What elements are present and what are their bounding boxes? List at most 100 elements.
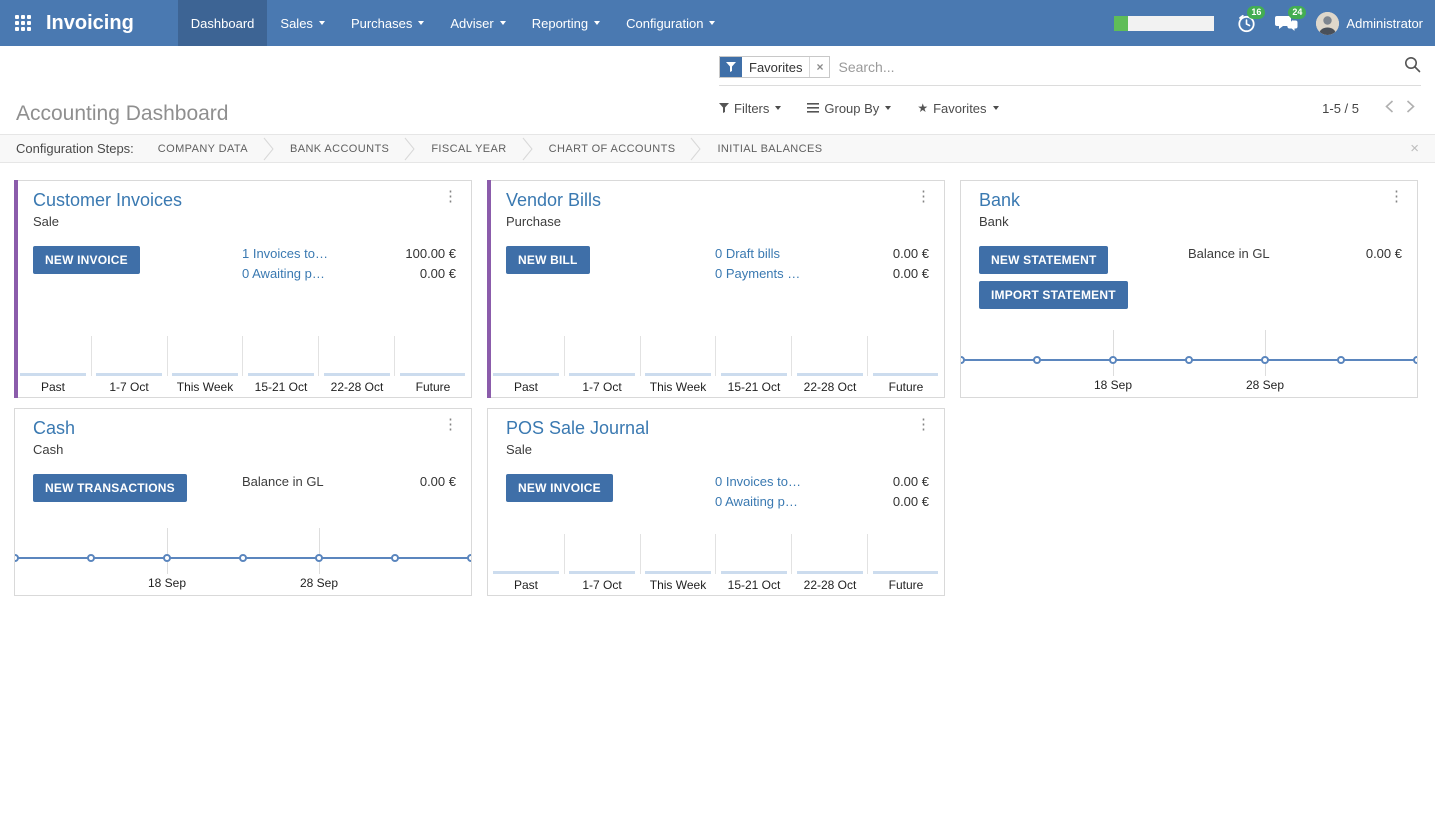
favorites-button[interactable]: ★ Favorites [917,100,999,116]
nav-item-adviser[interactable]: Adviser [437,0,518,46]
favorites-button-label: Favorites [933,100,987,116]
pager-next-button[interactable] [1400,98,1421,118]
card-title[interactable]: Vendor Bills [506,190,602,210]
card-subtitle: Bank [979,214,1009,229]
journal-bar-chart: Past 1-7 Oct This Week 15-21 Oct 22-28 Oct… [488,534,944,595]
card-title[interactable]: Bank [979,190,1021,210]
chart-x-axis-labels: 18 Sep 28 Sep [1093,378,1285,392]
nav-item-label: Sales [280,15,313,31]
systray: 16 24 Administrator [1114,0,1435,46]
chevron-down-icon [418,21,425,25]
journal-amount: 0.00 € [892,474,929,489]
nav-item-sales[interactable]: Sales [267,0,338,46]
card-title[interactable]: Cash [33,418,76,438]
search-input[interactable] [838,59,1398,75]
config-step-initial-balances[interactable]: INITIAL BALANCES [717,142,823,155]
chart-x-axis-labels: Past 1-7 Oct This Week 15-21 Oct 22-28 Oct… [513,577,924,592]
chevron-down-icon [709,21,716,25]
new-transactions-button[interactable]: NEW TRANSACTIONS [33,474,187,502]
chart-x-axis-labels: Past 1-7 Oct This Week 15-21 Oct 22-28 Oct… [513,379,924,394]
card-title[interactable]: Customer Invoices [33,190,183,210]
group-by-lines-icon [807,103,820,113]
accounting-dashboard-grid: ⋮ Customer Invoices Sale NEW INVOICE 1 I… [0,163,1435,596]
search-facet-favorites[interactable]: Favorites × [719,56,831,78]
search-bar: Favorites × [719,56,1421,86]
kebab-menu-icon[interactable]: ⋮ [916,416,931,433]
group-by-button[interactable]: Group By [807,100,892,116]
config-step-bank-accounts[interactable]: BANK ACCOUNTS [289,142,390,155]
group-by-button-label: Group By [824,100,880,116]
kebab-menu-icon[interactable]: ⋮ [443,416,458,433]
pager-value[interactable]: 1-5 / 5 [1322,100,1359,116]
journal-amount: 0.00 € [892,266,929,281]
control-panel: Accounting Dashboard Favorites × [0,46,1435,134]
journal-row: Balance in GL 0.00 € [1188,246,1402,261]
star-icon: ★ [917,101,929,115]
user-menu-button[interactable]: Administrator [1316,11,1423,35]
accent-stripe [14,180,18,398]
config-step-company-data[interactable]: COMPANY DATA [157,142,248,155]
card-title[interactable]: POS Sale Journal [506,418,650,438]
page-title: Accounting Dashboard [16,102,229,125]
nav-item-purchases[interactable]: Purchases [338,0,437,46]
planner-progress-bar[interactable] [1114,15,1215,31]
configuration-steps-bar: Configuration Steps: COMPANY DATA BANK A… [0,134,1435,163]
journal-link[interactable]: 0 Awaiting p… [715,494,798,509]
journal-amount: 0.00 € [419,474,456,489]
journal-link[interactable]: 0 Draft bills [715,246,781,261]
apps-menu-button[interactable] [0,0,46,46]
journal-line-chart: 18 Sep 28 Sep [961,330,1417,397]
journal-card-cash: ⋮ Cash Cash NEW TRANSACTIONS Balance in … [14,408,472,596]
search-icon[interactable] [1404,56,1421,78]
filters-button[interactable]: Filters [719,100,782,116]
new-invoice-button[interactable]: NEW INVOICE [506,474,613,502]
journal-card-vendor-bills: ⋮ Vendor Bills Purchase NEW BILL 0 Draft… [487,180,945,398]
pager-previous-button[interactable] [1379,98,1400,118]
card-subtitle: Purchase [506,214,561,229]
config-step-chart-of-accounts[interactable]: CHART OF ACCOUNTS [548,142,676,155]
chevron-right-icon [1406,100,1415,113]
card-subtitle: Cash [33,442,64,457]
filter-funnel-icon [719,103,729,113]
journal-card-pos-sale-journal: ⋮ POS Sale Journal Sale NEW INVOICE 0 In… [487,408,945,596]
nav-item-label: Reporting [531,15,589,31]
nav-item-configuration[interactable]: Configuration [613,0,728,46]
journal-row: 0 Awaiting p… 0.00 € [715,494,929,509]
activity-menu-button[interactable]: 16 [1236,5,1266,34]
top-navbar: Invoicing Dashboard Sales Purchases Advi… [0,0,1435,46]
journal-link[interactable]: 1 Invoices to… [242,246,328,261]
chevron-down-icon [318,21,325,25]
nav-item-reporting[interactable]: Reporting [519,0,613,46]
journal-row: 0 Awaiting p… 0.00 € [242,266,456,281]
close-icon[interactable]: × [1410,140,1419,157]
chevron-down-icon [775,106,782,110]
activity-count-badge: 16 [1247,5,1266,19]
kebab-menu-icon[interactable]: ⋮ [1389,188,1404,205]
journal-link[interactable]: 0 Payments … [715,266,801,281]
chevron-separator-icon [263,137,275,161]
messages-menu-button[interactable]: 24 [1275,6,1307,33]
nav-item-label: Purchases [350,15,413,31]
user-name: Administrator [1346,15,1423,31]
accent-stripe [487,180,491,398]
kebab-menu-icon[interactable]: ⋮ [916,188,931,205]
import-statement-button[interactable]: IMPORT STATEMENT [979,281,1128,309]
app-brand[interactable]: Invoicing [46,12,134,34]
new-bill-button[interactable]: NEW BILL [506,246,590,274]
kebab-menu-icon[interactable]: ⋮ [443,188,458,205]
filters-button-label: Filters [734,100,770,116]
chevron-down-icon [992,106,999,110]
nav-item-dashboard[interactable]: Dashboard [177,0,268,46]
journal-link[interactable]: 0 Invoices to… [715,474,801,489]
journal-amount: 0.00 € [419,266,456,281]
journal-line-chart: 18 Sep 28 Sep [15,528,471,595]
journal-card-bank: ⋮ Bank Bank NEW STATEMENT IMPORT STATEME… [960,180,1418,398]
facet-remove-icon[interactable]: × [809,57,829,77]
journal-link[interactable]: 0 Awaiting p… [242,266,325,281]
balance-label: Balance in GL [1188,246,1270,261]
new-invoice-button[interactable]: NEW INVOICE [33,246,140,274]
config-step-fiscal-year[interactable]: FISCAL YEAR [431,142,507,155]
new-statement-button[interactable]: NEW STATEMENT [979,246,1109,274]
main-menu: Dashboard Sales Purchases Adviser Report… [177,0,729,46]
journal-row: Balance in GL 0.00 € [242,474,456,489]
